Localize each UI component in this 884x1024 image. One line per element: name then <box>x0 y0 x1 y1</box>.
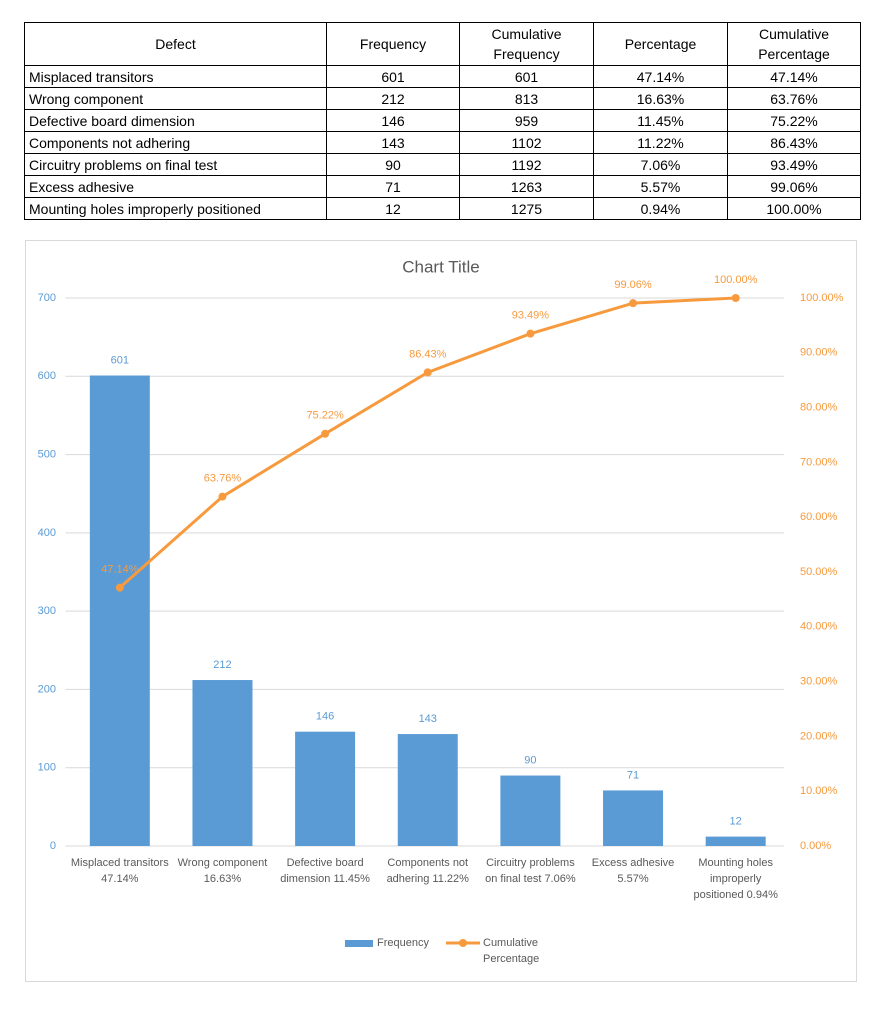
table-cell: 7.06% <box>593 153 728 176</box>
x-tick-label: Circuitry problems on final test 7.06% <box>485 857 576 885</box>
table-cell: Wrong component <box>24 87 327 110</box>
table-cell: 47.14% <box>727 65 861 88</box>
y-tick-label: 0 <box>50 840 56 852</box>
bar <box>89 375 150 846</box>
y2-tick-label: 30.00% <box>800 676 838 688</box>
bar <box>192 680 253 846</box>
table-cell: Defective board dimension <box>24 109 327 132</box>
y2-tick-label: 20.00% <box>800 730 838 742</box>
bar <box>295 731 356 846</box>
line-point <box>321 429 330 438</box>
table-row: Mounting holes improperly positioned 12 12… <box>24 197 861 220</box>
header-cell: Frequency <box>326 22 460 66</box>
line-point <box>731 294 740 302</box>
y-tick-label: 700 <box>38 292 56 304</box>
y-tick-label: 400 <box>38 527 56 539</box>
table-cell: Mounting holes improperly positioned <box>24 197 327 220</box>
x-tick-label: Components not adhering 11.22% <box>386 857 469 885</box>
table-cell: 75.22% <box>727 109 861 132</box>
line-label: 63.76% <box>204 473 242 485</box>
y-tick-label: 100 <box>38 762 56 774</box>
header-row: Defect Frequency Cumulative Frequency Perce… <box>24 22 861 66</box>
x-tick-label: Excess adhesive 5.57% <box>591 857 675 885</box>
table-cell: 212 <box>326 87 460 110</box>
x-tick-label: Misplaced transitors 47.14% <box>70 857 169 885</box>
bar <box>603 790 664 846</box>
header-cell: Defect <box>24 22 327 66</box>
table-row: Excess adhesive 71 1263 5.57% 99.06% <box>24 175 861 198</box>
bar <box>500 775 561 846</box>
line-point <box>423 368 432 377</box>
x-tick-label: Defective board dimension 11.45% <box>280 857 370 885</box>
table-row: Wrong component 212 813 16.63% 63.76% <box>24 87 861 110</box>
table-cell: 63.76% <box>727 87 861 110</box>
bar-label: 212 <box>213 659 231 671</box>
bar-label: 71 <box>627 769 639 781</box>
line-label: 75.22% <box>306 410 344 422</box>
line-label: 86.43% <box>409 348 447 360</box>
table-cell: 0.94% <box>593 197 728 220</box>
y2-tick-label: 10.00% <box>800 785 838 797</box>
line-label: 100.00% <box>714 274 758 286</box>
line-point <box>218 492 227 501</box>
bar-label: 143 <box>419 713 437 725</box>
y2-tick-label: 80.00% <box>800 402 838 414</box>
table-cell: 86.43% <box>727 131 861 154</box>
bar <box>397 734 458 846</box>
header-cell: Percentage <box>593 22 728 66</box>
line-point <box>629 299 638 308</box>
table-cell: 1275 <box>459 197 594 220</box>
x-tick-label: Wrong component 16.63% <box>177 857 268 885</box>
y-tick-label: 500 <box>38 448 56 460</box>
bar-label: 146 <box>316 711 334 723</box>
line-label: 93.49% <box>512 310 550 322</box>
line-label: 99.06% <box>614 279 652 291</box>
table-cell: Misplaced transitors <box>24 65 327 88</box>
table-row: Circuitry problems on final test 90 1192 7.… <box>24 153 861 176</box>
line-point <box>115 583 124 592</box>
legend-swatch <box>345 940 373 947</box>
table-cell: 71 <box>326 175 460 198</box>
y2-tick-label: 0.00% <box>800 840 831 852</box>
y2-tick-label: 40.00% <box>800 621 838 633</box>
bar-label: 601 <box>111 354 129 366</box>
y-tick-label: 200 <box>38 683 56 695</box>
legend-label: Cumulative Percentage <box>483 937 540 965</box>
table-cell: 99.06% <box>727 175 861 198</box>
bar <box>705 836 766 846</box>
y2-tick-label: 90.00% <box>800 347 838 359</box>
line-point <box>526 329 535 338</box>
legend-label: Frequency <box>377 937 429 949</box>
chart-title: Chart Title <box>402 257 479 276</box>
y-tick-label: 600 <box>38 370 56 382</box>
table-cell: 100.00% <box>727 197 861 220</box>
table-cell: 146 <box>326 109 460 132</box>
table-cell: 12 <box>326 197 460 220</box>
y2-tick-label: 50.00% <box>800 566 838 578</box>
line-label: 47.14% <box>101 564 139 576</box>
legend-marker <box>459 939 467 947</box>
header-cell: Cumulative Percentage <box>727 22 861 66</box>
y2-tick-label: 100.00% <box>800 292 844 304</box>
bar-label: 12 <box>730 816 742 828</box>
y-tick-label: 300 <box>38 605 56 617</box>
table-cell: Circuitry problems on final test <box>24 153 327 176</box>
table-row: Components not adhering 143 1102 11.22% 86.4… <box>24 131 861 154</box>
bar-label: 90 <box>524 754 536 766</box>
table-cell: Excess adhesive <box>24 175 327 198</box>
y2-tick-label: 70.00% <box>800 456 838 468</box>
x-tick-label: Mounting holes improperly positioned 0.9… <box>693 857 778 901</box>
defect-table: Defect Frequency Cumulative Frequency Perce… <box>24 22 861 220</box>
y2-tick-label: 60.00% <box>800 511 838 523</box>
